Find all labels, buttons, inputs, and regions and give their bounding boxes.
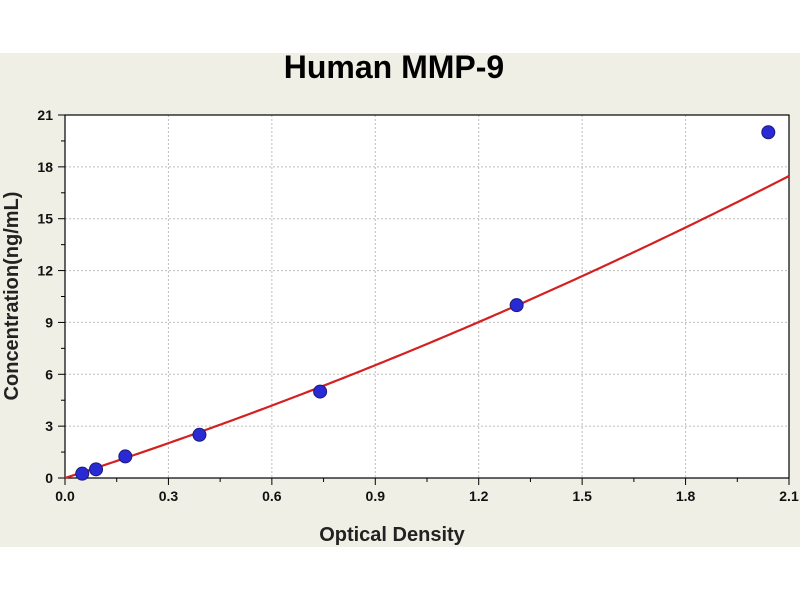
x-axis-title: Optical Density	[319, 524, 465, 546]
x-tick-label: 0.9	[366, 488, 386, 504]
fit-curve-line	[64, 175, 790, 480]
x-tick-label: 0.3	[159, 488, 179, 504]
y-axis-title: Concentration(ng/mL)	[1, 192, 23, 401]
y-tick-label: 21	[37, 107, 53, 123]
data-point	[509, 298, 524, 313]
plot-area: 0.0 0.3 0.6 0.9 1.2 1.5 1.8 2.1 0 3 6 9 12 15 18 21	[37, 107, 799, 504]
x-tick-label: 1.2	[469, 488, 489, 504]
plot-frame	[64, 114, 790, 479]
x-tick-label: 1.8	[676, 488, 696, 504]
y-tick-label: 12	[37, 263, 53, 279]
x-tick-label: 2.1	[779, 488, 799, 504]
data-point	[118, 449, 133, 464]
x-tick-label: 0.0	[55, 488, 75, 504]
chart-title: Human MMP-9	[284, 49, 504, 85]
data-point	[761, 125, 776, 140]
x-tick-label: 0.6	[262, 488, 282, 504]
y-tick-label: 6	[45, 366, 53, 382]
data-point	[75, 466, 90, 481]
data-point	[313, 384, 328, 399]
plot-background	[65, 115, 789, 478]
y-tick-label: 0	[45, 470, 53, 486]
data-point	[192, 427, 207, 442]
y-tick-label: 9	[45, 314, 53, 330]
y-tick-label: 3	[45, 418, 53, 434]
x-tick-label: 1.5	[572, 488, 592, 504]
y-tick-label: 18	[37, 159, 53, 175]
y-tick-label: 15	[37, 211, 53, 227]
data-point	[89, 462, 104, 477]
